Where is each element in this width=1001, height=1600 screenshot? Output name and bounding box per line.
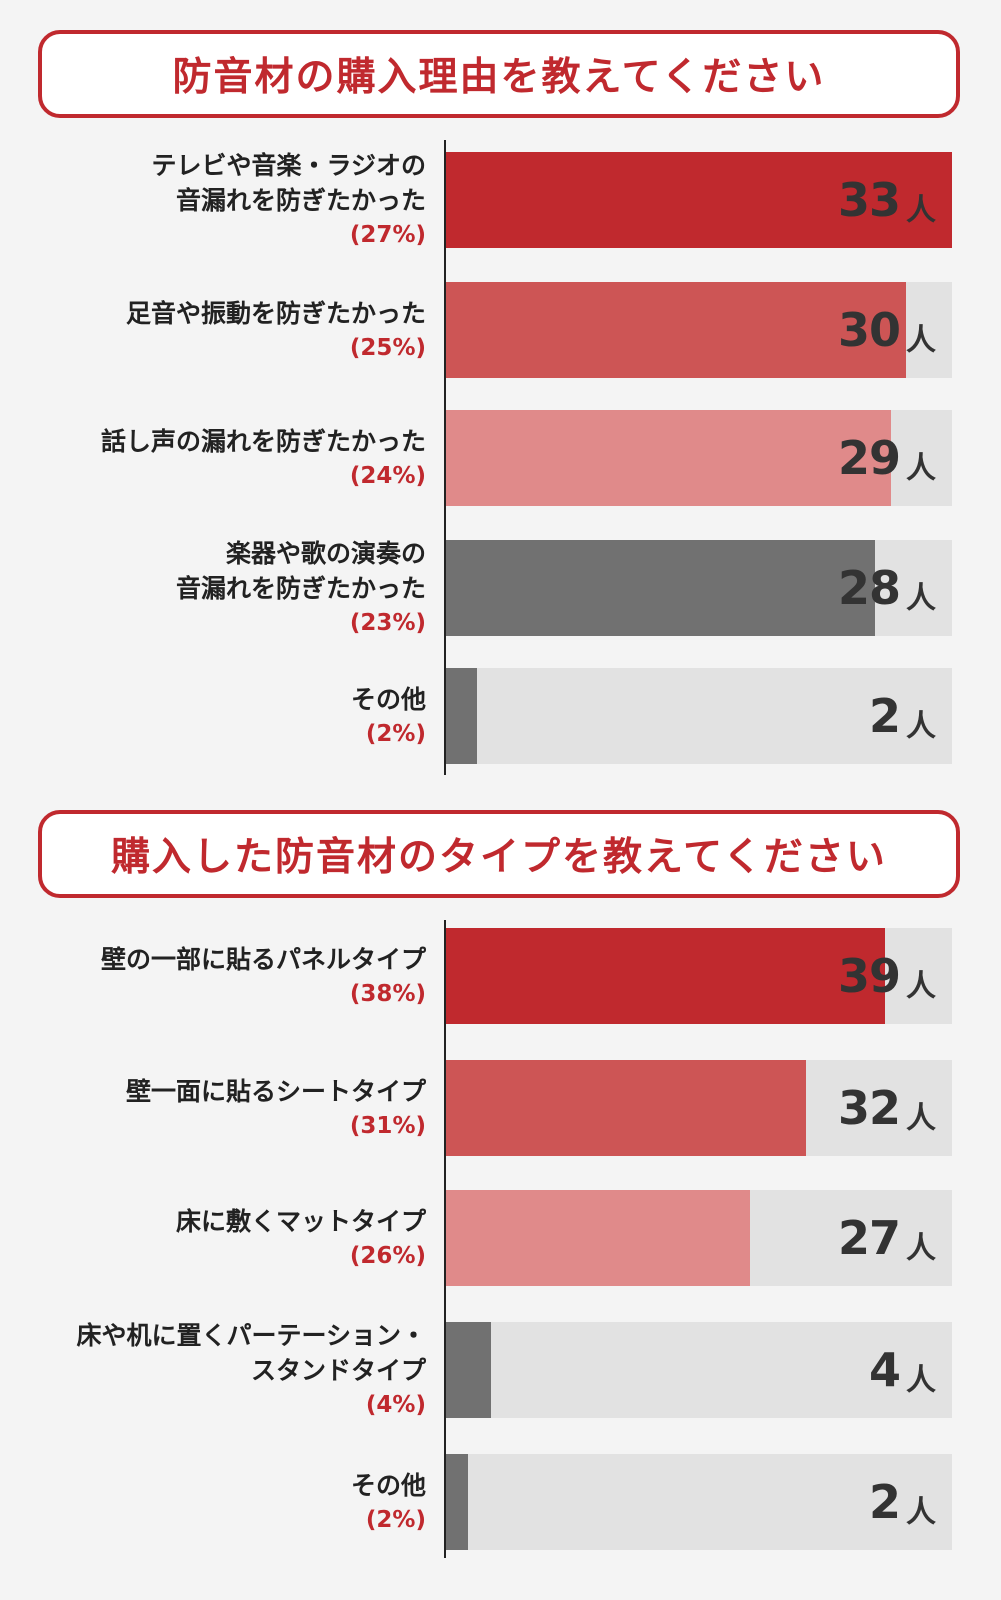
value-number: 2: [868, 1475, 901, 1529]
value-number: 28: [837, 561, 901, 615]
value-unit: 人: [906, 1231, 936, 1266]
percent-label: (31%): [349, 1112, 426, 1139]
bar-row: 壁一面に貼るシートタイプ (31%) 32 人: [0, 1060, 1001, 1156]
value-label: 39 人: [838, 928, 936, 1024]
bar: [446, 1454, 469, 1550]
value-unit: 人: [906, 193, 936, 228]
value-number: 4: [868, 1343, 901, 1397]
category-label: 床や机に置くパーテーション・スタンドタイプ (4%): [76, 1321, 426, 1418]
bar-track: 29 人: [446, 410, 952, 506]
value-number: 30: [837, 303, 901, 357]
percent-label: (23%): [349, 610, 426, 636]
bar: [446, 282, 906, 378]
bar: [446, 1190, 750, 1286]
bar-row: 楽器や歌の演奏の音漏れを防ぎたかった (23%) 28 人: [0, 539, 1001, 636]
bar-row: 足音や振動を防ぎたかった (25%) 30 人: [0, 282, 1001, 378]
category-label-line: その他: [350, 684, 426, 714]
category-label: その他 (2%): [351, 1454, 426, 1550]
percent-label: (4%): [365, 1392, 426, 1418]
bar-row: その他 (2%) 2 人: [0, 1454, 1001, 1550]
category-label-line: 床や机に置くパーテーション・: [76, 1321, 426, 1350]
value-unit: 人: [906, 1363, 936, 1398]
value-unit: 人: [906, 1101, 936, 1136]
category-label: その他 (2%): [351, 668, 426, 764]
category-label: 楽器や歌の演奏の音漏れを防ぎたかった (23%): [175, 539, 426, 636]
bar: [446, 540, 876, 636]
category-label-line: スタンドタイプ: [250, 1356, 426, 1385]
bar: [446, 1060, 806, 1156]
value-label: 32 人: [838, 1060, 936, 1156]
value-unit: 人: [906, 709, 936, 744]
category-label: 足音や振動を防ぎたかった (25%): [126, 282, 426, 378]
bar-track: 27 人: [446, 1190, 952, 1286]
value-unit: 人: [906, 323, 936, 358]
value-label: 29 人: [838, 410, 936, 506]
category-label: 壁一面に貼るシートタイプ (31%): [126, 1060, 426, 1156]
value-label: 27 人: [838, 1190, 936, 1286]
value-unit: 人: [906, 581, 936, 616]
category-label-line: その他: [350, 1470, 426, 1500]
bar: [446, 668, 477, 764]
bar-row: 壁の一部に貼るパネルタイプ (38%) 39 人: [0, 928, 1001, 1024]
bar: [446, 410, 891, 506]
value-label: 30 人: [838, 282, 936, 378]
category-label-line: 壁の一部に貼るパネルタイプ: [100, 944, 426, 974]
bar-track: 28 人: [446, 540, 952, 636]
category-label: 話し声の漏れを防ぎたかった (24%): [101, 410, 426, 506]
value-number: 33: [837, 173, 901, 227]
bar-row: 話し声の漏れを防ぎたかった (24%) 29 人: [0, 410, 1001, 506]
category-label-line: 足音や振動を防ぎたかった: [125, 298, 426, 328]
value-unit: 人: [906, 969, 936, 1004]
percent-label: (2%): [365, 720, 426, 747]
axis-line: [444, 140, 446, 775]
bar: [446, 152, 952, 248]
category-label-line: 音漏れを防ぎたかった: [175, 574, 426, 603]
bar-track: 30 人: [446, 282, 952, 378]
percent-label: (27%): [349, 222, 426, 248]
percent-label: (24%): [349, 462, 426, 489]
percent-label: (25%): [349, 334, 426, 361]
value-number: 29: [837, 431, 901, 485]
category-label-line: 話し声の漏れを防ぎたかった: [100, 426, 426, 456]
value-number: 27: [837, 1211, 901, 1265]
category-label: テレビや音楽・ラジオの音漏れを防ぎたかった (27%): [151, 151, 426, 248]
value-number: 39: [837, 949, 901, 1003]
percent-label: (2%): [365, 1506, 426, 1533]
value-label: 33 人: [838, 152, 936, 248]
percent-label: (26%): [349, 1242, 426, 1269]
bar-row: 床に敷くマットタイプ (26%) 27 人: [0, 1190, 1001, 1286]
category-label-line: 音漏れを防ぎたかった: [175, 186, 426, 215]
value-unit: 人: [906, 451, 936, 486]
value-label: 28 人: [838, 540, 936, 636]
chart-title: 防音材の購入理由を教えてください: [38, 30, 960, 118]
category-label: 壁の一部に貼るパネルタイプ (38%): [101, 928, 426, 1024]
bar-row: その他 (2%) 2 人: [0, 668, 1001, 764]
category-label-line: 壁一面に貼るシートタイプ: [125, 1076, 426, 1106]
bar-row: テレビや音楽・ラジオの音漏れを防ぎたかった (27%) 33 人: [0, 151, 1001, 248]
axis-line: [444, 920, 446, 1558]
bar-track: 32 人: [446, 1060, 952, 1156]
value-number: 2: [868, 689, 901, 743]
bar-track: 39 人: [446, 928, 952, 1024]
percent-label: (38%): [349, 980, 426, 1007]
category-label-line: テレビや音楽・ラジオの: [151, 151, 426, 180]
chart-title: 購入した防音材のタイプを教えてください: [38, 810, 960, 898]
category-label-line: 楽器や歌の演奏の: [225, 539, 426, 568]
bar: [446, 1322, 491, 1418]
value-unit: 人: [906, 1495, 936, 1530]
category-label: 床に敷くマットタイプ (26%): [176, 1190, 426, 1286]
bar: [446, 928, 885, 1024]
value-number: 32: [837, 1081, 901, 1135]
bar-track: 33 人: [446, 152, 952, 248]
category-label-line: 床に敷くマットタイプ: [175, 1206, 426, 1236]
bar-row: 床や机に置くパーテーション・スタンドタイプ (4%) 4 人: [0, 1321, 1001, 1418]
